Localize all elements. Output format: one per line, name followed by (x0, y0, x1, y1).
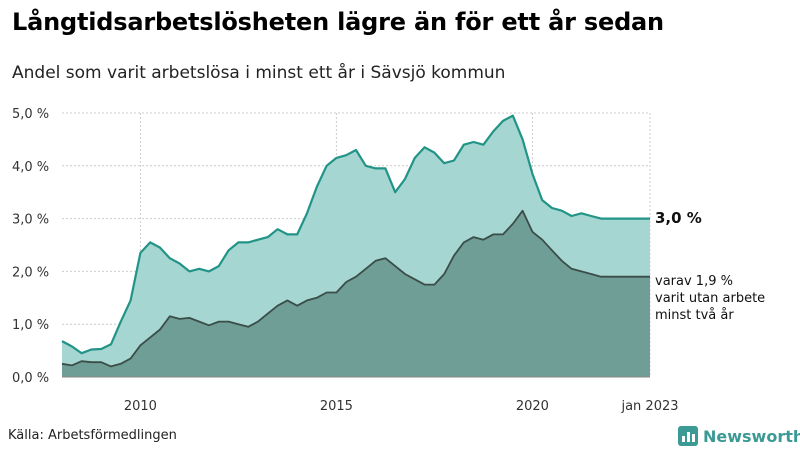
source-note: Källa: Arbetsförmedlingen (8, 428, 177, 443)
sub-end-label-line3: minst två år (655, 308, 734, 323)
y-tick-label: 0,0 % (12, 371, 49, 386)
total-series-line (61, 114, 650, 355)
page-subtitle: Andel som varit arbetslösa i minst ett å… (12, 63, 506, 83)
label-layer: 3,0 % varav 1,9 % varit utan arbete mins… (655, 209, 765, 323)
sub-series-line (61, 209, 650, 368)
y-tick-label: 4,0 % (12, 160, 49, 175)
area-layer (61, 114, 650, 377)
logo-text: Newsworthy (703, 426, 800, 446)
x-tick-label: 2015 (320, 399, 353, 414)
y-tick-label: 5,0 % (12, 107, 49, 122)
axis-layer: 0,0 % 1,0 % 2,0 % 3,0 % 4,0 % 5,0 % 2010 2015 20… (12, 107, 679, 414)
x-tick-label: 2020 (516, 399, 549, 414)
total-end-label: 3,0 % (655, 209, 702, 227)
sub-end-label-line2: varit utan arbete (655, 291, 765, 306)
bar-chart-icon (678, 426, 698, 446)
y-tick-label: 3,0 % (12, 213, 49, 228)
y-tick-label: 1,0 % (12, 318, 49, 333)
x-tick-label: 2010 (124, 399, 157, 414)
sub-series-area (62, 210, 650, 377)
sub-end-label-line1: varav 1,9 % (655, 274, 733, 289)
y-tick-label: 2,0 % (12, 265, 49, 280)
newsworthy-logo[interactable]: Newsworthy (678, 425, 800, 447)
x-tick-label: jan 2023 (620, 399, 678, 414)
page-title: Långtidsarbetslösheten lägre än för ett … (12, 8, 664, 36)
